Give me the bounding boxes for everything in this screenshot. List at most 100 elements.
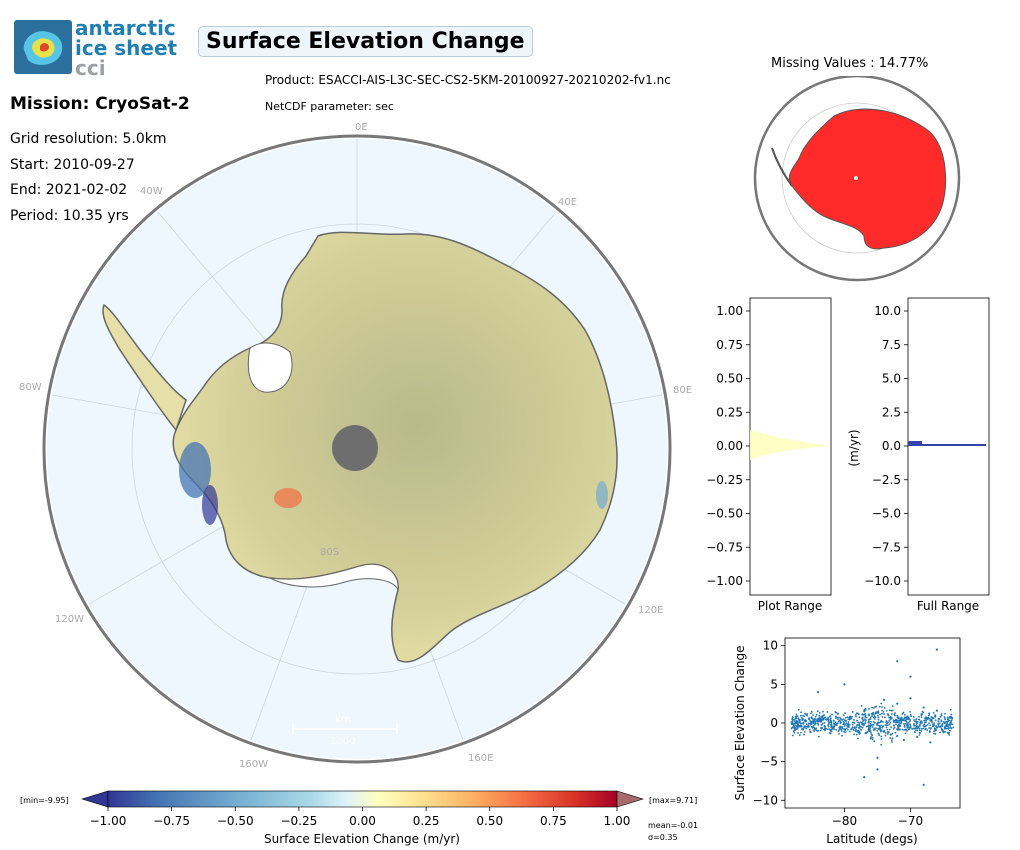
scatter-point xyxy=(792,723,794,726)
scatter-point xyxy=(864,722,867,725)
ytick-label: −7.5 xyxy=(872,540,901,554)
scatter-point xyxy=(898,719,901,722)
scatter-point xyxy=(836,722,839,725)
scatter-point xyxy=(915,729,917,732)
scatter-point xyxy=(829,717,832,720)
scatter-point xyxy=(808,718,811,721)
scatter-point xyxy=(814,715,817,718)
antarctic-peninsula xyxy=(102,303,187,432)
scatter-point xyxy=(876,729,879,732)
scale-bar: km 1000 xyxy=(292,714,398,747)
scatter-point xyxy=(882,698,886,701)
scatter-points xyxy=(790,648,955,786)
scatter-point xyxy=(943,716,946,718)
start-date: Start: 2010-09-27 xyxy=(10,157,135,173)
scatter-point xyxy=(905,719,907,722)
scatter-point xyxy=(924,717,926,720)
scatter-point xyxy=(881,709,884,712)
scatter-point xyxy=(947,726,950,728)
scatter-point xyxy=(810,710,813,713)
scatter-point xyxy=(894,718,897,721)
scatter-point xyxy=(841,727,844,730)
scatter-point xyxy=(892,727,895,730)
scatter-point xyxy=(847,726,850,729)
scatter-point xyxy=(795,713,798,716)
histograms: 1.00 0.75 0.50 0.25 0.00 −0.25 −0.50 −0.75 −1.00… xyxy=(706,297,990,613)
scatter-point xyxy=(922,783,925,786)
scatter-point xyxy=(887,721,889,724)
scatter-point xyxy=(904,722,907,725)
scatter-point xyxy=(901,712,904,715)
scatter-point xyxy=(836,712,839,715)
scatter-point xyxy=(861,717,864,720)
scatter-point xyxy=(836,718,839,721)
scatter-point xyxy=(822,718,825,721)
scatter-point xyxy=(807,722,810,725)
scatter-point xyxy=(890,726,892,729)
scatter-point xyxy=(865,732,868,734)
scatter-point xyxy=(827,720,830,722)
scatter-point xyxy=(857,737,859,740)
scatter-point xyxy=(807,724,810,727)
scatter-point xyxy=(885,709,888,712)
scatter-point xyxy=(906,715,909,718)
ytick-label: 0.25 xyxy=(716,405,743,419)
scatter-point xyxy=(851,726,854,729)
scatter-point xyxy=(828,732,831,734)
scatter-point xyxy=(862,724,865,727)
scatter-point xyxy=(883,713,885,715)
scatter-point xyxy=(933,730,935,733)
scatter-point xyxy=(920,716,923,719)
scatter-point xyxy=(851,721,854,724)
scatter-point xyxy=(888,719,891,722)
scatter-point xyxy=(868,708,870,710)
scatter-point xyxy=(937,723,940,725)
full-range-bar xyxy=(908,441,922,445)
scatter-point xyxy=(869,726,872,728)
scatter-point xyxy=(827,718,829,720)
scatter-point xyxy=(935,648,938,651)
colorbar-max-label: [max=9.71] xyxy=(649,796,697,805)
scatter-point xyxy=(935,709,938,712)
scatter-point xyxy=(915,726,918,729)
lon-label: 40W xyxy=(140,186,163,197)
scatter-point xyxy=(796,727,799,730)
scatter-point xyxy=(949,729,951,732)
scatter-point xyxy=(813,723,816,726)
scatter-point xyxy=(944,727,946,730)
colorbar-tick-label: −0.75 xyxy=(153,814,190,828)
scatter-point xyxy=(924,725,927,728)
scatter-point xyxy=(896,728,898,730)
scatter-point xyxy=(895,735,898,737)
scatter-point xyxy=(878,734,881,737)
scatter-point xyxy=(890,739,893,742)
scatter-point xyxy=(864,714,867,717)
scatter-point xyxy=(844,723,847,726)
scatter-point xyxy=(834,724,837,726)
colorbar-mean-label: mean=-0.01 xyxy=(648,821,698,830)
scatter-point xyxy=(877,732,880,735)
scatter-point xyxy=(896,702,899,705)
colorbar-tick-label: 1.00 xyxy=(604,814,631,828)
lon-label: 0E xyxy=(355,122,368,133)
xtick-label: −80 xyxy=(832,814,857,828)
scatter-point xyxy=(837,729,840,732)
scatter-point xyxy=(945,723,948,726)
scatter-point xyxy=(918,729,921,732)
thinning-region xyxy=(179,442,211,498)
scatter-point xyxy=(871,738,874,741)
scatter-point xyxy=(839,717,842,720)
scatter-point xyxy=(890,713,893,715)
scatter-point xyxy=(797,717,800,720)
scatter-point xyxy=(873,721,876,724)
scatter-point xyxy=(918,715,920,718)
scatter-point xyxy=(865,719,867,722)
scatter-point xyxy=(894,721,897,724)
scatter-point xyxy=(855,733,858,736)
page-title: Surface Elevation Change xyxy=(198,26,533,57)
scatter-point xyxy=(939,731,941,734)
product-label: Product: ESACCI-AIS-L3C-SEC-CS2-5KM-2010… xyxy=(265,73,671,87)
scatter-point xyxy=(902,738,905,742)
scatter-xlabel: Latitude (degs) xyxy=(826,832,917,846)
scatter-point xyxy=(823,721,826,724)
